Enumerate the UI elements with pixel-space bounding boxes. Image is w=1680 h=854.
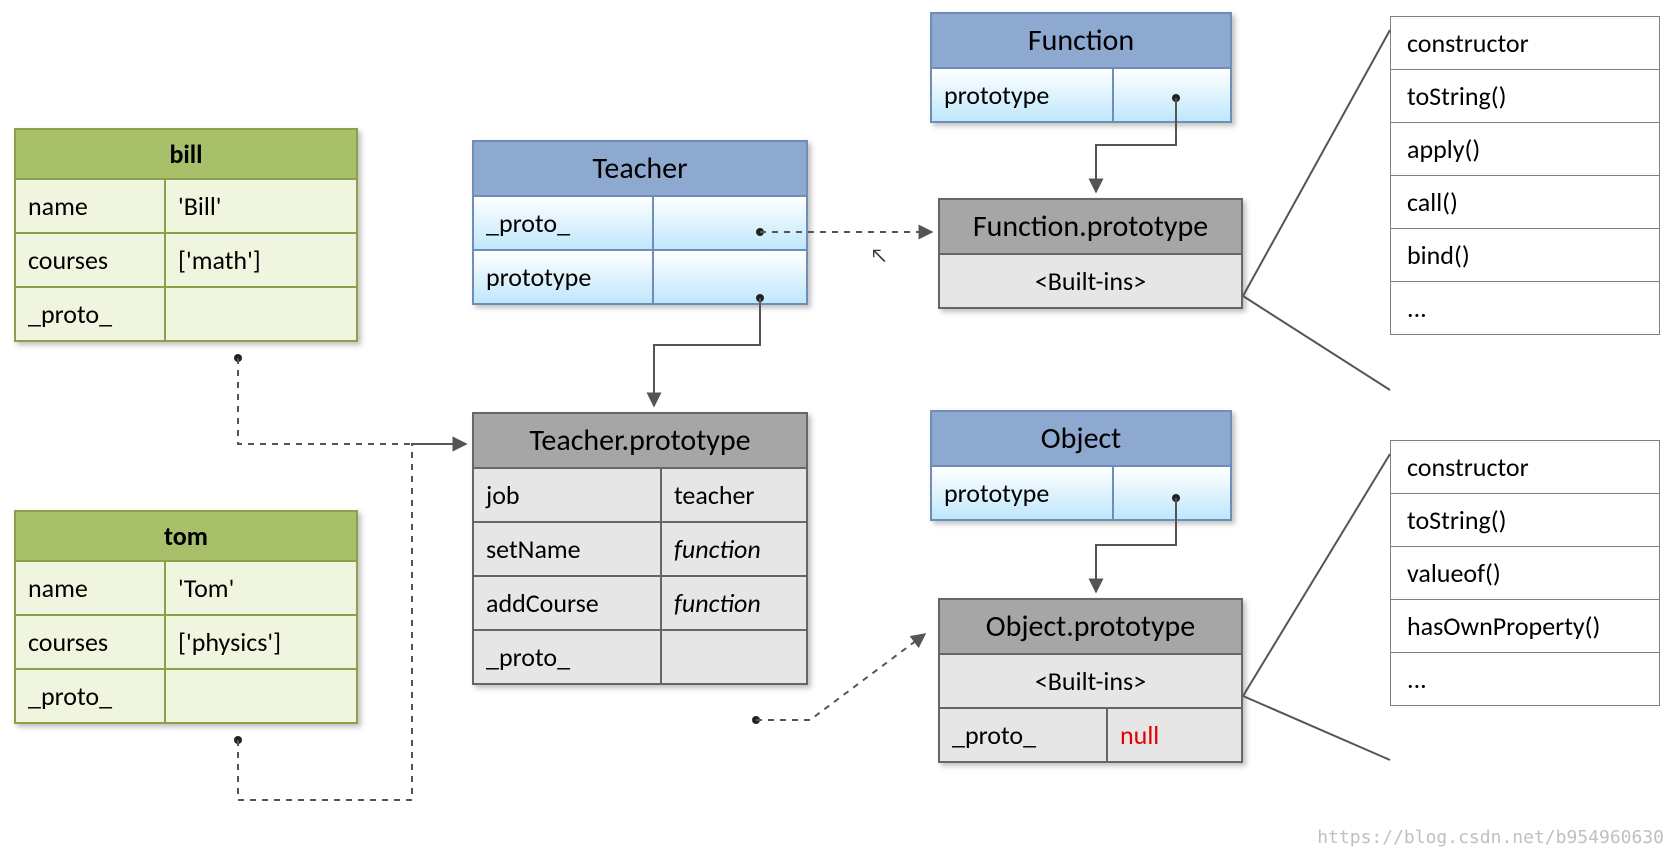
node-object: Object prototype — [930, 410, 1232, 521]
cell-value: function — [662, 577, 806, 631]
cell-value: null — [1108, 709, 1241, 761]
cell-value — [654, 251, 806, 303]
cell-value — [1114, 69, 1230, 121]
node-title: Function.prototype — [940, 200, 1241, 255]
table-row: _proto_null — [940, 709, 1241, 761]
node-title: tom — [16, 512, 356, 562]
list-item: constructor — [1390, 440, 1660, 494]
table-row: prototype — [474, 251, 806, 303]
cell-key: prototype — [932, 467, 1114, 519]
node-title: Object.prototype — [940, 600, 1241, 655]
node-object-prototype: Object.prototype <Built-ins>_proto_null — [938, 598, 1243, 763]
cell-key: prototype — [932, 69, 1114, 121]
list-item: hasOwnProperty() — [1390, 600, 1660, 653]
list-item: constructor — [1390, 16, 1660, 70]
cell-value: 'Tom' — [166, 562, 356, 616]
cell: <Built-ins> — [940, 255, 1241, 307]
node-title: Object — [932, 412, 1230, 467]
table-row: _proto_ — [474, 631, 806, 683]
cell-value: ['math'] — [166, 234, 356, 288]
cell-key: _proto_ — [940, 709, 1108, 761]
cell-key: _proto_ — [16, 670, 166, 722]
table-row: addCoursefunction — [474, 577, 806, 631]
table-row: courses['physics'] — [16, 616, 356, 670]
cell-key: job — [474, 469, 662, 523]
cell-value — [654, 197, 806, 251]
list-item: bind() — [1390, 229, 1660, 282]
list-object-builtins: constructortoString()valueof()hasOwnProp… — [1390, 440, 1660, 706]
cell-key: courses — [16, 616, 166, 670]
cell: <Built-ins> — [940, 655, 1241, 709]
node-tom: tom name'Tom'courses['physics']_proto_ — [14, 510, 358, 724]
table-row: _proto_ — [474, 197, 806, 251]
cell-value: teacher — [662, 469, 806, 523]
cell-key: courses — [16, 234, 166, 288]
cell-value — [166, 670, 356, 722]
table-row: name'Bill' — [16, 180, 356, 234]
cell-key: prototype — [474, 251, 654, 303]
list-item: toString() — [1390, 494, 1660, 547]
list-item: valueof() — [1390, 547, 1660, 600]
list-item: apply() — [1390, 123, 1660, 176]
cell-value — [1114, 467, 1230, 519]
node-title: bill — [16, 130, 356, 180]
list-item: ... — [1390, 282, 1660, 335]
cell-value — [166, 288, 356, 340]
node-function: Function prototype — [930, 12, 1232, 123]
cell-key: addCourse — [474, 577, 662, 631]
table-row: jobteacher — [474, 469, 806, 523]
list-item: toString() — [1390, 70, 1660, 123]
cell-key: _proto_ — [16, 288, 166, 340]
node-title: Teacher.prototype — [474, 414, 806, 469]
footer-url: https://blog.csdn.net/b954960630 — [1317, 827, 1664, 848]
node-title: Function — [932, 14, 1230, 69]
table-row: <Built-ins> — [940, 255, 1241, 307]
cell-value: function — [662, 523, 806, 577]
node-teacher-prototype: Teacher.prototype jobteachersetNamefunct… — [472, 412, 808, 685]
table-row: <Built-ins> — [940, 655, 1241, 709]
node-function-prototype: Function.prototype <Built-ins> — [938, 198, 1243, 309]
cell-value — [662, 631, 806, 683]
cell-value: 'Bill' — [166, 180, 356, 234]
table-row: name'Tom' — [16, 562, 356, 616]
cursor-icon: ↖ — [870, 244, 888, 268]
cell-key: name — [16, 562, 166, 616]
table-row: prototype — [932, 467, 1230, 519]
list-function-builtins: constructortoString()apply()call()bind()… — [1390, 16, 1660, 335]
node-bill: bill name'Bill'courses['math']_proto_ — [14, 128, 358, 342]
table-row: setNamefunction — [474, 523, 806, 577]
table-row: _proto_ — [16, 670, 356, 722]
cell-value: ['physics'] — [166, 616, 356, 670]
cell-key: name — [16, 180, 166, 234]
list-item: call() — [1390, 176, 1660, 229]
cell-key: _proto_ — [474, 631, 662, 683]
table-row: _proto_ — [16, 288, 356, 340]
node-title: Teacher — [474, 142, 806, 197]
cell-key: _proto_ — [474, 197, 654, 251]
table-row: prototype — [932, 69, 1230, 121]
table-row: courses['math'] — [16, 234, 356, 288]
list-item: ... — [1390, 653, 1660, 706]
cell-key: setName — [474, 523, 662, 577]
node-teacher: Teacher _proto_prototype — [472, 140, 808, 305]
